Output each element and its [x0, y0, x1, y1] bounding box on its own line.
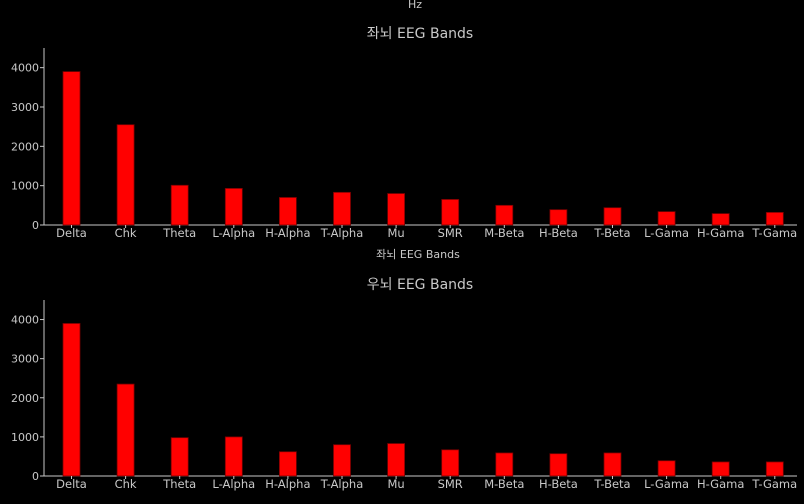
x-category-label: T-Gama [751, 226, 797, 240]
chart-panel-1: 좌뇌 EEG Bands 0 1000 2000 3000 4000 Delta Chk The… [11, 26, 797, 261]
bar-l-gama [657, 460, 676, 477]
bar-theta [170, 184, 189, 226]
x-category-label: L-Gama [644, 477, 689, 491]
bar-m-beta [495, 452, 514, 477]
y-tick-label: 4000 [11, 62, 39, 75]
bar-h-alpha [278, 197, 297, 226]
bar-theta [170, 437, 189, 477]
x-category-label: Delta [56, 226, 87, 240]
bar-t-alpha [333, 191, 351, 226]
x-category-label: Theta [162, 226, 196, 240]
x-category-label: SMR [438, 477, 463, 491]
x-category-label: T-Alpha [320, 226, 364, 240]
chart-title: 우뇌 EEG Bands [367, 277, 473, 293]
x-category-label: L-Alpha [212, 226, 255, 240]
x-category-label: H-Alpha [265, 226, 310, 240]
x-category-label: Chk [115, 226, 137, 240]
y-tick-label: 4000 [11, 314, 39, 327]
x-category-label: Theta [162, 477, 196, 491]
bar-h-beta [549, 453, 568, 477]
x-category-label: Mu [387, 477, 404, 491]
top-hz-label: Hz [408, 0, 422, 11]
y-tick-label: 3000 [11, 353, 39, 366]
bar-delta [62, 71, 81, 226]
y-tick-label: 1000 [11, 180, 39, 193]
x-category-label: L-Alpha [212, 477, 255, 491]
x-category-label: M-Beta [484, 477, 524, 491]
bar-h-gama [711, 213, 730, 226]
x-category-label: T-Beta [593, 477, 630, 491]
bar-h-beta [549, 209, 568, 226]
x-category-label: H-Gama [697, 477, 744, 491]
x-axis-label: 좌뇌 EEG Bands [376, 248, 460, 261]
x-category-label: M-Beta [484, 226, 524, 240]
x-category-label: T-Beta [593, 226, 630, 240]
bar-smr [441, 449, 460, 477]
x-category-label: H-Beta [539, 477, 578, 491]
bar-chk [116, 124, 135, 226]
x-category-label: T-Gama [751, 477, 797, 491]
bar-t-beta [603, 207, 622, 226]
bar-t-gama [765, 461, 784, 477]
x-category-label: SMR [438, 226, 463, 240]
chart-panel-2: 우뇌 EEG Bands 0 1000 2000 3000 4000 Delta Chk The… [11, 277, 797, 491]
bar-l-alpha [224, 436, 243, 477]
x-category-label: H-Gama [697, 226, 744, 240]
x-category-label: Mu [387, 226, 404, 240]
bar-delta [62, 323, 81, 477]
y-tick-label: 0 [32, 219, 39, 232]
bar-m-beta [495, 204, 514, 226]
bar-mu [387, 443, 406, 477]
y-tick-label: 2000 [11, 392, 39, 405]
x-category-label: H-Beta [539, 226, 578, 240]
chart-title: 좌뇌 EEG Bands [367, 26, 473, 42]
x-category-label: H-Alpha [265, 477, 310, 491]
x-category-label: Delta [56, 477, 87, 491]
y-tick-label: 2000 [11, 140, 39, 153]
x-category-label: Chk [115, 477, 137, 491]
bar-t-gama [765, 212, 784, 226]
y-tick-label: 1000 [11, 431, 39, 444]
bar-t-alpha [333, 444, 351, 477]
bar-chk [116, 383, 135, 477]
bar-t-beta [603, 452, 622, 477]
y-tick-label: 3000 [11, 101, 39, 114]
bar-l-alpha [224, 188, 243, 226]
bar-mu [387, 193, 406, 226]
bar-h-gama [711, 461, 730, 477]
x-category-label: T-Alpha [320, 477, 364, 491]
y-tick-label: 0 [32, 470, 39, 483]
bar-smr [441, 199, 460, 226]
x-category-label: L-Gama [644, 226, 689, 240]
bar-h-alpha [278, 451, 297, 477]
bar-l-gama [657, 211, 676, 226]
